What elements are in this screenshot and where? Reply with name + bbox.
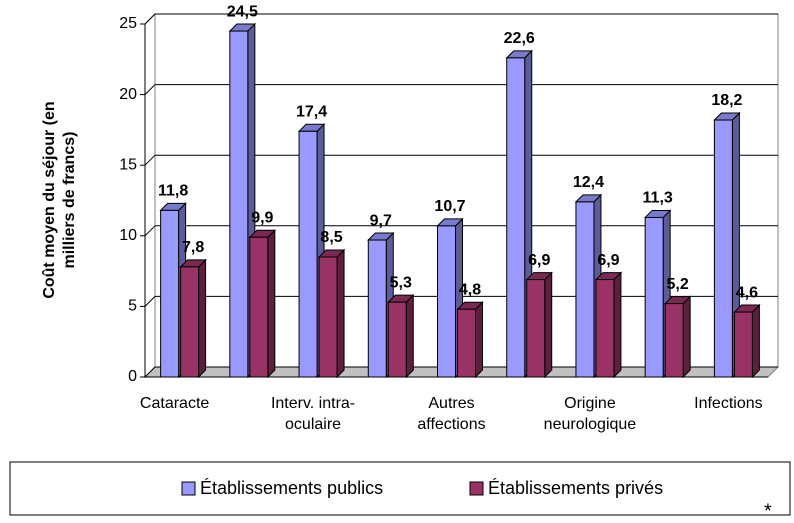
- value-label: 9,7: [370, 212, 392, 229]
- bar: [367, 239, 387, 378]
- value-label: 11,3: [643, 190, 673, 207]
- bar: [437, 225, 456, 378]
- bar-side: [544, 271, 553, 379]
- bar: [664, 303, 684, 378]
- bar: [526, 279, 546, 378]
- legend-swatch: [181, 481, 196, 496]
- value-label: 8,5: [320, 229, 342, 246]
- value-label: 5,2: [667, 276, 689, 293]
- grid-line-side: [144, 296, 156, 307]
- grid-line-side: [144, 13, 156, 25]
- legend-label: Établissements privés: [488, 478, 663, 498]
- y-tick-label: 15: [119, 156, 137, 173]
- x-tick-label: Autres affections: [417, 395, 486, 433]
- bar-side: [336, 248, 345, 379]
- value-label: 22,6: [504, 30, 535, 47]
- grid-line-side: [144, 84, 156, 95]
- value-label: 5,3: [390, 274, 412, 291]
- value-label: 10,7: [434, 198, 465, 215]
- legend-box: [9, 461, 791, 516]
- value-label: 7,8: [182, 239, 204, 256]
- bar: [506, 57, 526, 378]
- value-label: 6,9: [528, 252, 550, 269]
- bar: [387, 301, 407, 378]
- bar-side: [613, 271, 622, 379]
- bar-side: [198, 258, 207, 379]
- value-label: 17,4: [296, 104, 327, 121]
- side-wall: [144, 12, 156, 379]
- bar-side: [405, 293, 414, 379]
- x-tick-label: Infections: [694, 395, 763, 412]
- bar: [733, 311, 753, 378]
- y-tick-label: 0: [128, 368, 137, 385]
- bar: [644, 216, 664, 378]
- bar-side: [475, 301, 483, 379]
- value-label: 24,5: [227, 3, 258, 20]
- bar: [318, 256, 338, 378]
- value-label: 4,6: [736, 284, 758, 301]
- footnote-mark: *: [764, 500, 772, 522]
- grid-line-side: [144, 225, 156, 237]
- bar: [457, 308, 476, 378]
- bar-side: [267, 229, 276, 379]
- grid-line-side: [144, 154, 156, 166]
- y-axis-label: Coût moyen du séjour (en milliers de fra…: [41, 101, 78, 299]
- legend-label: Établissements publics: [200, 478, 383, 498]
- value-label: 18,2: [711, 92, 742, 109]
- bar: [160, 209, 180, 378]
- grid-line-side: [144, 366, 156, 378]
- y-tick-label: 25: [119, 15, 137, 32]
- bar: [713, 119, 733, 378]
- value-label: 9,9: [251, 209, 273, 226]
- y-tick-label: 20: [119, 86, 137, 103]
- x-tick-label: Interv. intra- oculaire: [270, 395, 356, 433]
- y-tick-label: 10: [119, 227, 137, 244]
- bar-side: [751, 303, 760, 379]
- x-tick-label: Cataracte: [139, 395, 210, 412]
- value-label: 4,8: [459, 281, 481, 298]
- y-tick-label: 5: [128, 298, 137, 315]
- x-tick-label: Origine neurologique: [543, 395, 637, 433]
- value-label: 6,9: [597, 252, 619, 269]
- bar: [229, 30, 249, 378]
- bar: [298, 130, 318, 378]
- bar: [575, 201, 595, 378]
- bar: [180, 266, 200, 378]
- bar-side: [682, 295, 691, 379]
- value-label: 12,4: [573, 174, 604, 191]
- value-label: 11,8: [158, 183, 188, 200]
- legend-swatch: [469, 481, 484, 496]
- bar: [249, 236, 269, 378]
- bar: [595, 279, 615, 378]
